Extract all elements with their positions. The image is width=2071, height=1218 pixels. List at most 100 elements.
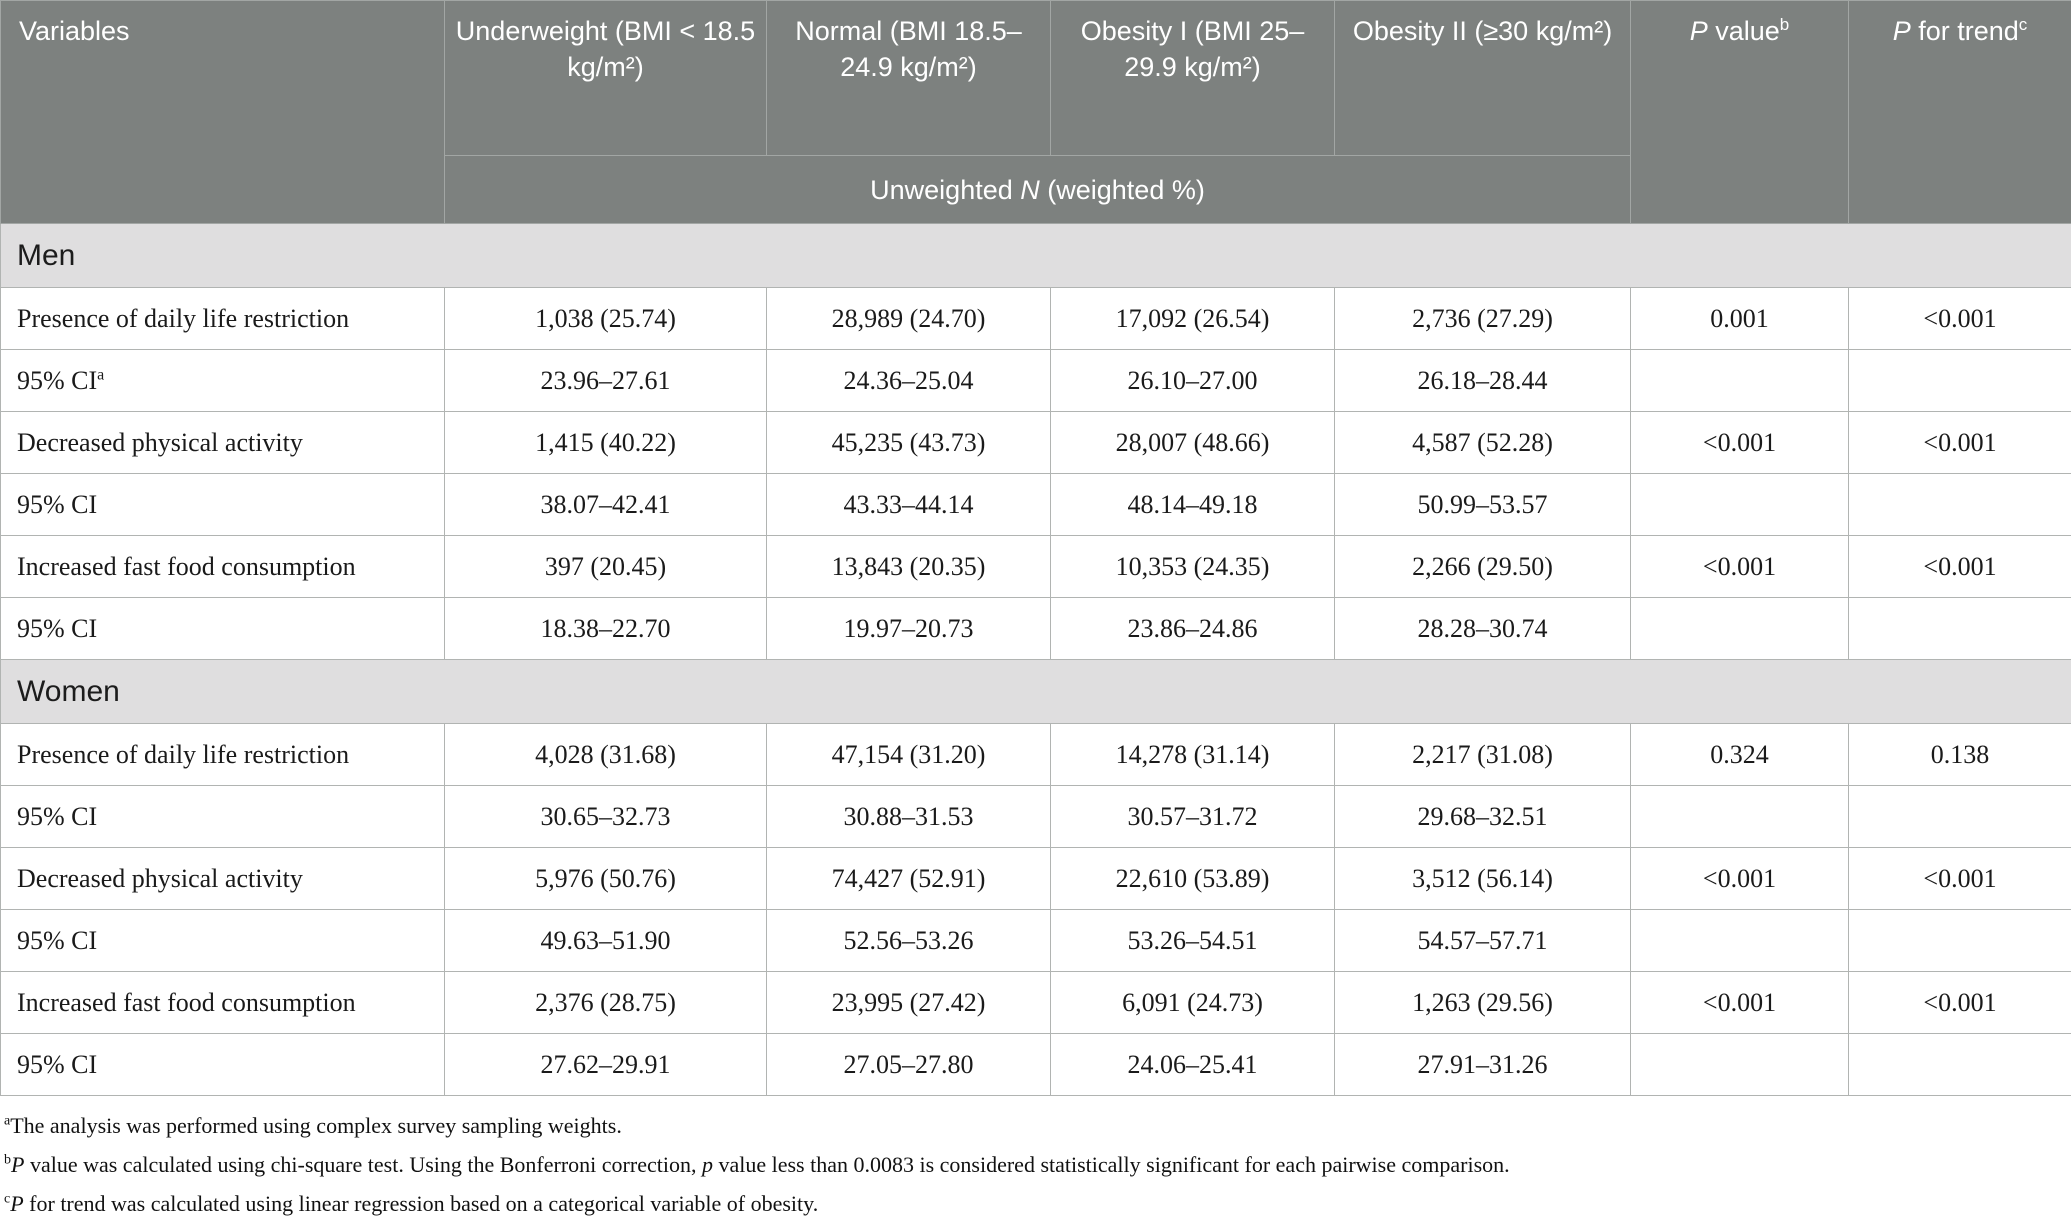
table-row: 95% CI 38.07–42.41 43.33–44.14 48.14–49.18 5… [0, 473, 2071, 536]
data-cell: 2,266 (29.50) [1334, 535, 1631, 598]
data-cell [1630, 597, 1849, 660]
header-unweighted-n: Unweighted N (weighted %) [444, 155, 1631, 224]
footnote-text: value was calculated using chi-square te… [24, 1152, 702, 1177]
footnote-marker: a [4, 1113, 11, 1129]
data-cell: 13,843 (20.35) [766, 535, 1051, 598]
data-cell: 43.33–44.14 [766, 473, 1051, 536]
table-row: Presence of daily life restriction 1,038 … [0, 287, 2071, 350]
data-cell: <0.001 [1630, 411, 1849, 474]
data-cell: 5,976 (50.76) [444, 847, 767, 910]
data-cell: 26.10–27.00 [1050, 349, 1335, 412]
table-row: Presence of daily life restriction 4,028 … [0, 723, 2071, 786]
statistics-table: Variables Underweight (BMI < 18.5 kg/m²)… [0, 0, 2071, 1096]
footnote-text: The analysis was performed using complex… [10, 1113, 622, 1138]
footnote: cP for trend was calculated using linear… [4, 1184, 2071, 1218]
data-cell: 2,376 (28.75) [444, 971, 767, 1034]
table-row: Increased fast food consumption 397 (20.4… [0, 535, 2071, 598]
section-row: Men [0, 223, 2071, 288]
data-cell: 22,610 (53.89) [1050, 847, 1335, 910]
data-cell: 27.91–31.26 [1334, 1033, 1631, 1096]
data-cell: 30.65–32.73 [444, 785, 767, 848]
data-cell: 23.96–27.61 [444, 349, 767, 412]
row-label: Decreased physical activity [0, 411, 445, 474]
data-cell: 30.88–31.53 [766, 785, 1051, 848]
header-obesity2: Obesity II (≥30 kg/m²) [1334, 0, 1631, 156]
row-label: Increased fast food consumption [0, 535, 445, 598]
header-p-trend: P for trendc [1848, 0, 2071, 224]
data-cell: 14,278 (31.14) [1050, 723, 1335, 786]
data-cell [1848, 473, 2071, 536]
data-cell: 74,427 (52.91) [766, 847, 1051, 910]
table-row: 95% CI 49.63–51.90 52.56–53.26 53.26–54.51 5… [0, 909, 2071, 972]
footnote-text: P [11, 1152, 25, 1177]
data-cell: 6,091 (24.73) [1050, 971, 1335, 1034]
row-label: 95% CI [0, 1033, 445, 1096]
data-cell [1630, 785, 1849, 848]
data-cell [1848, 349, 2071, 412]
data-cell: 27.05–27.80 [766, 1033, 1051, 1096]
data-cell: 0.138 [1848, 723, 2071, 786]
data-cell: 28,007 (48.66) [1050, 411, 1335, 474]
data-cell: 24.36–25.04 [766, 349, 1051, 412]
header-normal: Normal (BMI 18.5–24.9 kg/m²) [766, 0, 1051, 156]
data-cell: 19.97–20.73 [766, 597, 1051, 660]
data-cell: <0.001 [1630, 971, 1849, 1034]
data-cell [1848, 1033, 2071, 1096]
row-label: 95% CI [0, 785, 445, 848]
header-obesity1: Obesity I (BMI 25–29.9 kg/m²) [1050, 0, 1335, 156]
data-cell: 1,038 (25.74) [444, 287, 767, 350]
data-cell: 23,995 (27.42) [766, 971, 1051, 1034]
data-cell: <0.001 [1848, 287, 2071, 350]
data-cell [1848, 909, 2071, 972]
data-cell [1848, 597, 2071, 660]
data-cell: 50.99–53.57 [1334, 473, 1631, 536]
data-cell: 0.001 [1630, 287, 1849, 350]
data-cell: 28,989 (24.70) [766, 287, 1051, 350]
data-cell: 28.28–30.74 [1334, 597, 1631, 660]
row-label: Increased fast food consumption [0, 971, 445, 1034]
table-row: Decreased physical activity 1,415 (40.22)… [0, 411, 2071, 474]
table-body: Men Presence of daily life restriction 1,0… [0, 223, 2071, 1096]
table-header: Variables Underweight (BMI < 18.5 kg/m²)… [0, 0, 2071, 224]
footnote: bP value was calculated using chi-square… [4, 1145, 2071, 1184]
table-row: Decreased physical activity 5,976 (50.76)… [0, 847, 2071, 910]
footnote-text: for trend was calculated using linear re… [23, 1191, 819, 1216]
data-cell: 38.07–42.41 [444, 473, 767, 536]
data-cell [1630, 473, 1849, 536]
footnote-marker: b [4, 1152, 11, 1168]
footnote: aThe analysis was performed using comple… [4, 1106, 2071, 1145]
row-label: Presence of daily life restriction [0, 287, 445, 350]
data-cell: 23.86–24.86 [1050, 597, 1335, 660]
table-row: 95% CI 30.65–32.73 30.88–31.53 30.57–31.72 2… [0, 785, 2071, 848]
table-row: 95% CI 18.38–22.70 19.97–20.73 23.86–24.86 2… [0, 597, 2071, 660]
data-cell: 10,353 (24.35) [1050, 535, 1335, 598]
data-cell: 52.56–53.26 [766, 909, 1051, 972]
data-cell: 3,512 (56.14) [1334, 847, 1631, 910]
data-cell: <0.001 [1848, 535, 2071, 598]
section-row: Women [0, 659, 2071, 724]
data-cell: 24.06–25.41 [1050, 1033, 1335, 1096]
data-cell: <0.001 [1630, 847, 1849, 910]
data-cell: 49.63–51.90 [444, 909, 767, 972]
data-cell: 47,154 (31.20) [766, 723, 1051, 786]
header-underweight: Underweight (BMI < 18.5 kg/m²) [444, 0, 767, 156]
data-cell: 53.26–54.51 [1050, 909, 1335, 972]
data-cell [1848, 785, 2071, 848]
data-cell: 4,587 (52.28) [1334, 411, 1631, 474]
data-cell: 48.14–49.18 [1050, 473, 1335, 536]
table-row: Increased fast food consumption 2,376 (28… [0, 971, 2071, 1034]
data-cell: <0.001 [1630, 535, 1849, 598]
footnote-text: p [701, 1152, 713, 1177]
data-cell: 2,217 (31.08) [1334, 723, 1631, 786]
data-cell: 45,235 (43.73) [766, 411, 1051, 474]
footnote-marker: c [4, 1191, 11, 1207]
data-cell: 0.324 [1630, 723, 1849, 786]
table-row: 95% CI 27.62–29.91 27.05–27.80 24.06–25.41 2… [0, 1033, 2071, 1096]
footnote-text: value less than 0.0083 is considered sta… [712, 1152, 1510, 1177]
row-label: Decreased physical activity [0, 847, 445, 910]
data-cell [1630, 1033, 1849, 1096]
row-label: 95% CI [0, 473, 445, 536]
data-cell: 27.62–29.91 [444, 1033, 767, 1096]
data-cell: 18.38–22.70 [444, 597, 767, 660]
